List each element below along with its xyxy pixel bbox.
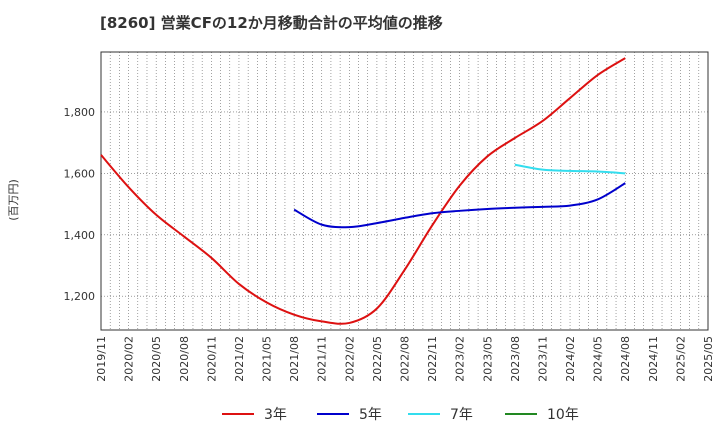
x-tick-label: 2020/11 [205,336,218,382]
x-tick-label: 2024/08 [619,336,632,382]
x-tick-label: 2023/08 [509,336,522,382]
x-tick-label: 2025/05 [702,336,715,382]
grid-lines [100,52,709,330]
series-line-2 [293,182,626,229]
x-tick-label: 2024/11 [647,336,660,382]
x-tick-label: 2022/02 [343,336,356,382]
chart-title: [8260] 営業CFの12か月移動合計の平均値の推移 [100,14,443,32]
legend-label: 5年 [359,407,382,423]
x-tick-label: 2020/05 [150,336,163,382]
x-tick-label: 2023/11 [536,336,549,382]
x-tick-label: 2022/11 [426,336,439,382]
x-tick-label: 2023/05 [481,336,494,382]
x-tick-label: 2021/11 [316,336,329,382]
x-tick-label: 2024/05 [592,336,605,382]
x-tick-label: 2021/08 [288,336,301,382]
y-axis-ticks: 1,200 1,400 1,600 1,800 [64,106,96,303]
y-tick-label: 1,800 [64,106,96,119]
x-tick-label: 2025/02 [674,336,687,382]
x-tick-label: 2022/08 [399,336,412,382]
x-tick-label: 2021/05 [261,336,274,382]
legend-label: 3年 [264,407,287,423]
series-line-1 [100,57,626,325]
x-tick-label: 2019/11 [95,336,108,382]
x-tick-label: 2020/02 [123,336,136,382]
x-tick-label: 2020/08 [178,336,191,382]
y-tick-label: 1,400 [64,229,96,242]
x-tick-label: 2021/02 [233,336,246,382]
legend: 3年 5年 7年 10年 [222,407,579,423]
y-tick-label: 1,200 [64,290,96,303]
legend-label: 7年 [450,407,473,423]
y-axis-label: (百万円) [7,179,20,221]
y-tick-label: 1,600 [64,167,96,180]
x-tick-label: 2022/05 [371,336,384,382]
x-tick-label: 2023/02 [454,336,467,382]
x-tick-label: 2024/02 [564,336,577,382]
x-axis-ticks: 2019/11 2020/02 2020/05 2020/08 2020/11 2021/… [95,336,715,382]
series-line-3 [514,163,626,175]
series-lines [100,57,626,325]
plot-area-border [100,51,709,331]
legend-label: 10年 [547,407,579,423]
